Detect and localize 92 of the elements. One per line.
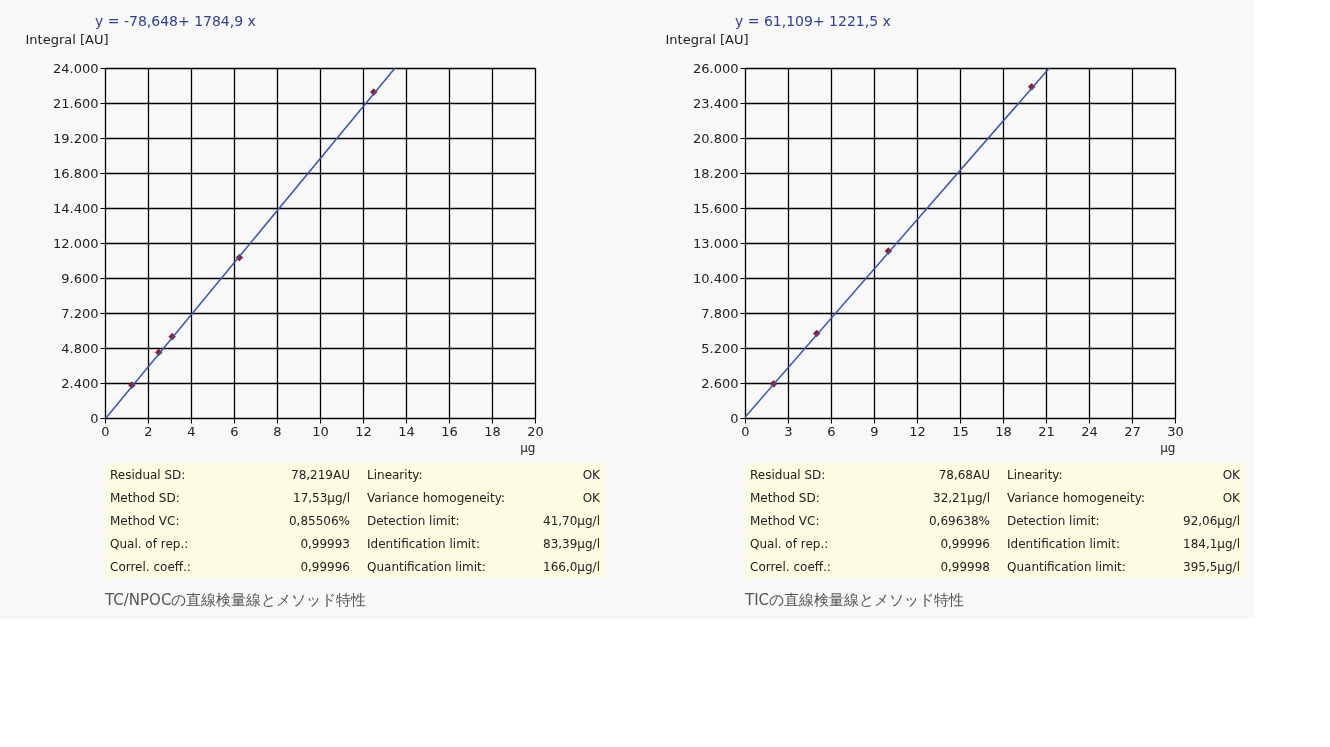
x-tick-label: 9 [870, 423, 879, 439]
y-tick-label: 5.200 [701, 340, 739, 356]
text: Quantification limit: [1007, 560, 1126, 574]
text: 184,1µg/l [1183, 537, 1240, 551]
x-tick-label: 18 [484, 423, 501, 439]
y-tick-label: 2.600 [701, 375, 739, 391]
x-tick-label: 6 [230, 423, 239, 439]
y-axis-title: Integral [AU] [665, 31, 749, 47]
y-tick-label: 13.000 [693, 235, 739, 251]
text: 166,0µg/l [543, 560, 600, 574]
text: TICの直線検量線とメソッド特性 [744, 591, 965, 609]
y-tick-label: 7.200 [61, 305, 99, 321]
text: Method SD: [750, 491, 820, 505]
x-tick-label: 21 [1038, 423, 1055, 439]
y-tick-label: 18.200 [693, 165, 739, 181]
text: 0,99996 [300, 560, 350, 574]
x-tick-label: 10 [312, 423, 329, 439]
x-tick-label: 4 [187, 423, 196, 439]
text: Qual. of rep.: [110, 537, 189, 551]
text: Method VC: [750, 514, 820, 528]
text: 0,85506% [288, 514, 350, 528]
text: Identification limit: [1007, 537, 1120, 551]
y-tick-label: 21.600 [53, 95, 99, 111]
x-tick-label: 8 [273, 423, 282, 439]
x-tick-label: 6 [827, 423, 836, 439]
x-tick-label: 3 [784, 423, 793, 439]
y-tick-label: 0 [730, 410, 739, 426]
y-tick-label: 26.000 [693, 60, 739, 76]
x-tick-label: 24 [1081, 423, 1098, 439]
text: 32,21µg/l [933, 491, 990, 505]
chart-title: y = -78,648+ 1784,9 x [95, 13, 256, 29]
text: Detection limit: [1007, 514, 1100, 528]
y-tick-label: 9.600 [61, 270, 99, 286]
text: Variance homogeneity: [1007, 491, 1145, 505]
text: Method SD: [110, 491, 180, 505]
x-tick-label: 0 [741, 423, 750, 439]
y-tick-label: 14.400 [53, 200, 99, 216]
text: 0,69638% [928, 514, 990, 528]
y-tick-label: 20.800 [693, 130, 739, 146]
y-tick-label: 10.400 [693, 270, 739, 286]
text: TC/NPOCの直線検量線とメソッド特性 [104, 591, 367, 609]
y-tick-label: 24.000 [53, 60, 99, 76]
text: OK [582, 468, 602, 482]
x-axis-title: µg [520, 440, 536, 455]
y-tick-label: 0 [90, 410, 99, 426]
text: Correl. coeff.: [110, 560, 191, 574]
text: 0,99996 [940, 537, 990, 551]
y-tick-label: 7.800 [701, 305, 739, 321]
text: Residual SD: [750, 468, 826, 482]
text: OK [1222, 468, 1242, 482]
x-tick-label: 18 [995, 423, 1012, 439]
text: 41,70µg/l [543, 514, 600, 528]
y-tick-label: 4.800 [61, 340, 99, 356]
text: Variance homogeneity: [367, 491, 505, 505]
text: Linearity: [367, 468, 423, 482]
y-tick-label: 2.400 [61, 375, 99, 391]
text: OK [582, 491, 602, 505]
text: Correl. coeff.: [750, 560, 831, 574]
text: 0,99993 [300, 537, 350, 551]
x-tick-label: 27 [1124, 423, 1141, 439]
chart-title: y = 61,109+ 1221,5 x [735, 13, 891, 29]
text: 92,06µg/l [1183, 514, 1240, 528]
y-tick-label: 16.800 [53, 165, 99, 181]
text: 83,39µg/l [543, 537, 600, 551]
y-tick-label: 19.200 [53, 130, 99, 146]
text: 17,53µg/l [293, 491, 350, 505]
x-tick-label: 0 [101, 423, 110, 439]
text: Residual SD: [110, 468, 186, 482]
text: 395,5µg/l [1183, 560, 1240, 574]
y-tick-label: 23.400 [693, 95, 739, 111]
text: 0,99998 [940, 560, 990, 574]
x-tick-label: 16 [441, 423, 458, 439]
text: Linearity: [1007, 468, 1063, 482]
x-tick-label: 30 [1167, 423, 1184, 439]
text: 78,219AU [291, 468, 350, 482]
y-tick-label: 15.600 [693, 200, 739, 216]
y-axis-title: Integral [AU] [25, 31, 109, 47]
text: OK [1222, 491, 1242, 505]
text: Qual. of rep.: [750, 537, 829, 551]
x-tick-label: 14 [398, 423, 415, 439]
y-tick-label: 12.000 [53, 235, 99, 251]
x-tick-label: 12 [355, 423, 372, 439]
x-tick-label: 2 [144, 423, 153, 439]
text: Quantification limit: [367, 560, 486, 574]
text: Detection limit: [367, 514, 460, 528]
x-tick-label: 15 [952, 423, 969, 439]
text: Method VC: [110, 514, 180, 528]
x-tick-label: 12 [909, 423, 926, 439]
text: 78,68AU [938, 468, 990, 482]
text: Identification limit: [367, 537, 480, 551]
x-tick-label: 20 [527, 423, 544, 439]
x-axis-title: µg [1160, 440, 1176, 455]
